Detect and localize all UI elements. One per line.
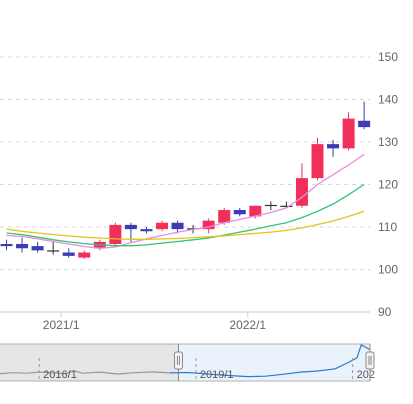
- candle: [342, 112, 355, 151]
- navigator-tick-label: 2019/1: [200, 369, 234, 381]
- candle: [218, 207, 231, 225]
- x-tick-label: 2022/1: [229, 318, 266, 332]
- candle: [171, 220, 184, 234]
- candle-body: [280, 205, 293, 207]
- candle-body: [342, 118, 355, 149]
- grid: [0, 56, 370, 313]
- y-tick-label: 120: [378, 178, 398, 192]
- candle: [280, 201, 293, 208]
- candle-body: [78, 252, 91, 258]
- candle: [62, 248, 75, 258]
- moving-average-line: [6, 210, 365, 240]
- candle-body: [47, 250, 60, 252]
- candle-body: [311, 144, 324, 179]
- candle-body: [140, 229, 153, 232]
- moving-average-line: [6, 153, 365, 249]
- navigator-handle-grip[interactable]: [365, 351, 375, 370]
- candle: [311, 137, 324, 181]
- candle-body: [202, 220, 215, 230]
- candle-body: [62, 252, 75, 256]
- navigator-left-handle[interactable]: [173, 351, 183, 370]
- x-axis-ticks: 2021/1 2022/1: [43, 312, 266, 332]
- navigator-unselected-area: [0, 344, 179, 381]
- candle-body: [109, 224, 122, 244]
- candle: [327, 139, 340, 157]
- candle-body: [249, 205, 262, 217]
- candle: [156, 220, 168, 232]
- candle-body: [358, 120, 371, 128]
- candle-body: [264, 204, 277, 207]
- y-tick-label: 110: [378, 220, 397, 234]
- y-tick-label: 100: [378, 263, 398, 277]
- navigator-handle-grip[interactable]: [173, 351, 183, 370]
- candle-body: [327, 144, 340, 149]
- x-tick-label: 2021/1: [43, 318, 80, 332]
- y-tick-label: 140: [378, 93, 398, 107]
- navigator[interactable]: 2016/1 2019/1 202: [0, 343, 375, 382]
- candle: [16, 237, 29, 253]
- candle: [295, 163, 308, 208]
- y-tick-label: 130: [378, 135, 398, 149]
- candle: [358, 101, 371, 130]
- candle-body: [171, 222, 184, 230]
- y-tick-label: 150: [378, 50, 398, 64]
- candle-body: [0, 244, 13, 247]
- candle-body: [31, 246, 44, 251]
- navigator-series-selected: [169, 344, 371, 378]
- candle: [31, 241, 44, 253]
- candle: [0, 239, 13, 251]
- candle: [233, 207, 246, 217]
- candle-body: [156, 222, 168, 230]
- candle: [109, 222, 122, 247]
- candle: [78, 250, 91, 259]
- candle: [264, 201, 277, 210]
- candle: [202, 218, 215, 234]
- navigator-series-unselected: [0, 370, 170, 375]
- candle: [47, 241, 60, 255]
- candle-body: [233, 210, 246, 215]
- y-axis-ticks: 90 100 110 120 130 140 150: [378, 50, 398, 319]
- y-tick-label: 90: [378, 305, 392, 319]
- candle-body: [295, 178, 308, 206]
- navigator-tick-label: 202: [357, 369, 375, 381]
- candle-body: [16, 244, 29, 249]
- navigator-tick-label: 2016/1: [43, 369, 77, 381]
- candle: [140, 227, 153, 234]
- moving-average-line: [6, 183, 365, 247]
- moving-averages: [6, 153, 365, 249]
- navigator-right-handle[interactable]: [365, 351, 375, 370]
- candle-body: [124, 224, 137, 230]
- candle-body: [218, 210, 231, 223]
